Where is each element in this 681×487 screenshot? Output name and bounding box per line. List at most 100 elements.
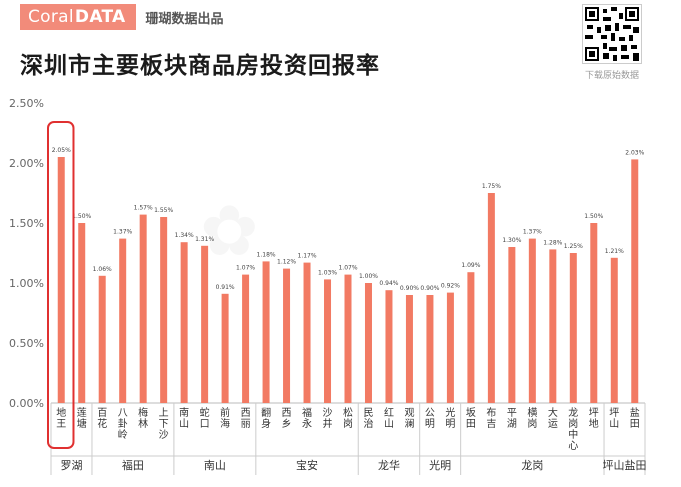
category-label: 坪山 <box>609 406 619 430</box>
data-label: 1.18% <box>257 251 276 258</box>
data-label: 1.34% <box>175 232 194 239</box>
chart-title: 深圳市主要板块商品房投资回报率 <box>20 53 380 79</box>
category-label: 八卦岭 <box>118 408 128 441</box>
category-label: 南山 <box>179 406 189 430</box>
category-label: 松岗 <box>343 406 353 430</box>
brand-logo-bold-text: DATA <box>74 7 126 27</box>
category-label: 沙井 <box>323 407 333 430</box>
bar <box>57 157 65 403</box>
bar <box>631 159 639 403</box>
brand-logo-light-text: Coral <box>28 7 74 27</box>
coraldata-logo: Coral DATA <box>20 4 136 30</box>
bar <box>160 217 168 403</box>
data-label: 1.28% <box>543 239 562 246</box>
category-label: 观澜 <box>404 407 414 430</box>
data-label: 1.09% <box>461 262 480 269</box>
data-label: 1.12% <box>277 259 296 266</box>
group-label: 坪山盐田 <box>603 459 647 472</box>
qr-code-icon[interactable] <box>582 4 642 64</box>
category-label: 横岗 <box>527 406 537 430</box>
bar <box>78 223 86 403</box>
category-label: 坪地 <box>589 406 599 430</box>
data-label: 1.03% <box>318 269 337 276</box>
bar <box>242 274 250 403</box>
category-label: 盐田 <box>630 406 640 430</box>
data-label: 0.94% <box>379 280 398 287</box>
highlight-box <box>47 121 75 449</box>
data-label: 1.55% <box>154 207 173 214</box>
category-label: 梅林 <box>138 406 148 430</box>
bar <box>119 238 127 403</box>
group-label: 福田 <box>122 458 144 472</box>
data-label: 1.07% <box>338 265 357 272</box>
brand-header: Coral DATA 珊瑚数据出品 <box>20 4 224 30</box>
bar <box>364 283 372 403</box>
category-label: 布吉 <box>486 407 496 430</box>
bar <box>385 290 393 403</box>
bar <box>446 292 454 403</box>
data-label: 1.37% <box>523 229 542 236</box>
data-label: 0.90% <box>420 285 439 292</box>
data-label: 1.06% <box>93 266 112 273</box>
y-tick-label: 2.50% <box>9 97 44 110</box>
bar <box>98 275 106 403</box>
bar <box>569 253 577 403</box>
bar <box>426 295 434 403</box>
data-label: 0.90% <box>400 285 419 292</box>
bar <box>508 247 516 403</box>
bar <box>467 272 475 403</box>
bar <box>283 268 291 403</box>
bar <box>405 295 413 403</box>
data-label: 1.37% <box>113 229 132 236</box>
data-label: 1.21% <box>605 248 624 255</box>
y-tick-label: 1.00% <box>9 277 44 290</box>
category-label: 蛇口 <box>200 406 210 430</box>
data-label: 1.25% <box>564 243 583 250</box>
category-label: 平湖 <box>507 408 517 430</box>
data-label: 1.00% <box>359 273 378 280</box>
data-label: 1.31% <box>195 236 214 243</box>
category-label: 百花 <box>97 407 107 430</box>
category-label: 西丽 <box>241 408 251 430</box>
bar <box>221 293 229 403</box>
bar <box>324 279 332 403</box>
bar <box>590 223 598 403</box>
category-label: 光明 <box>445 406 455 430</box>
category-label: 福永 <box>302 406 312 430</box>
data-label: 0.92% <box>441 283 460 290</box>
category-label: 前海 <box>220 406 230 430</box>
bar <box>262 261 270 403</box>
data-label: 1.30% <box>502 237 521 244</box>
data-label: 1.50% <box>584 213 603 220</box>
bar <box>610 257 618 403</box>
bar <box>139 214 147 403</box>
y-tick-label: 0.50% <box>9 337 44 350</box>
y-tick-label: 1.50% <box>9 217 44 230</box>
category-label: 翻身 <box>261 407 271 430</box>
data-label: 1.17% <box>298 253 317 260</box>
category-label: 大运 <box>548 406 558 430</box>
category-label: 地王 <box>56 406 66 430</box>
group-label: 南山 <box>204 459 226 472</box>
category-label: 上下沙 <box>159 407 169 441</box>
data-label: 0.91% <box>216 284 235 291</box>
bar <box>487 193 495 403</box>
bar <box>549 249 557 403</box>
data-label: 1.57% <box>134 205 153 212</box>
category-label: 坂田 <box>466 407 476 430</box>
brand-subtitle: 珊瑚数据出品 <box>145 11 224 27</box>
category-label: 民治 <box>363 407 373 430</box>
y-tick-label: 2.00% <box>9 157 44 170</box>
data-label: 1.07% <box>236 265 255 272</box>
group-label: 龙岗 <box>521 459 543 472</box>
data-label: 1.50% <box>72 213 91 220</box>
qr-download-label[interactable]: 下载原始数据 <box>584 71 639 81</box>
data-label: 2.05% <box>52 147 71 154</box>
category-label: 龙岗中心 <box>568 406 578 452</box>
data-label: 2.03% <box>625 149 644 156</box>
category-label: 红山 <box>384 406 394 430</box>
bar <box>180 242 188 403</box>
bar <box>201 245 209 403</box>
category-label: 莲塘 <box>77 407 87 430</box>
